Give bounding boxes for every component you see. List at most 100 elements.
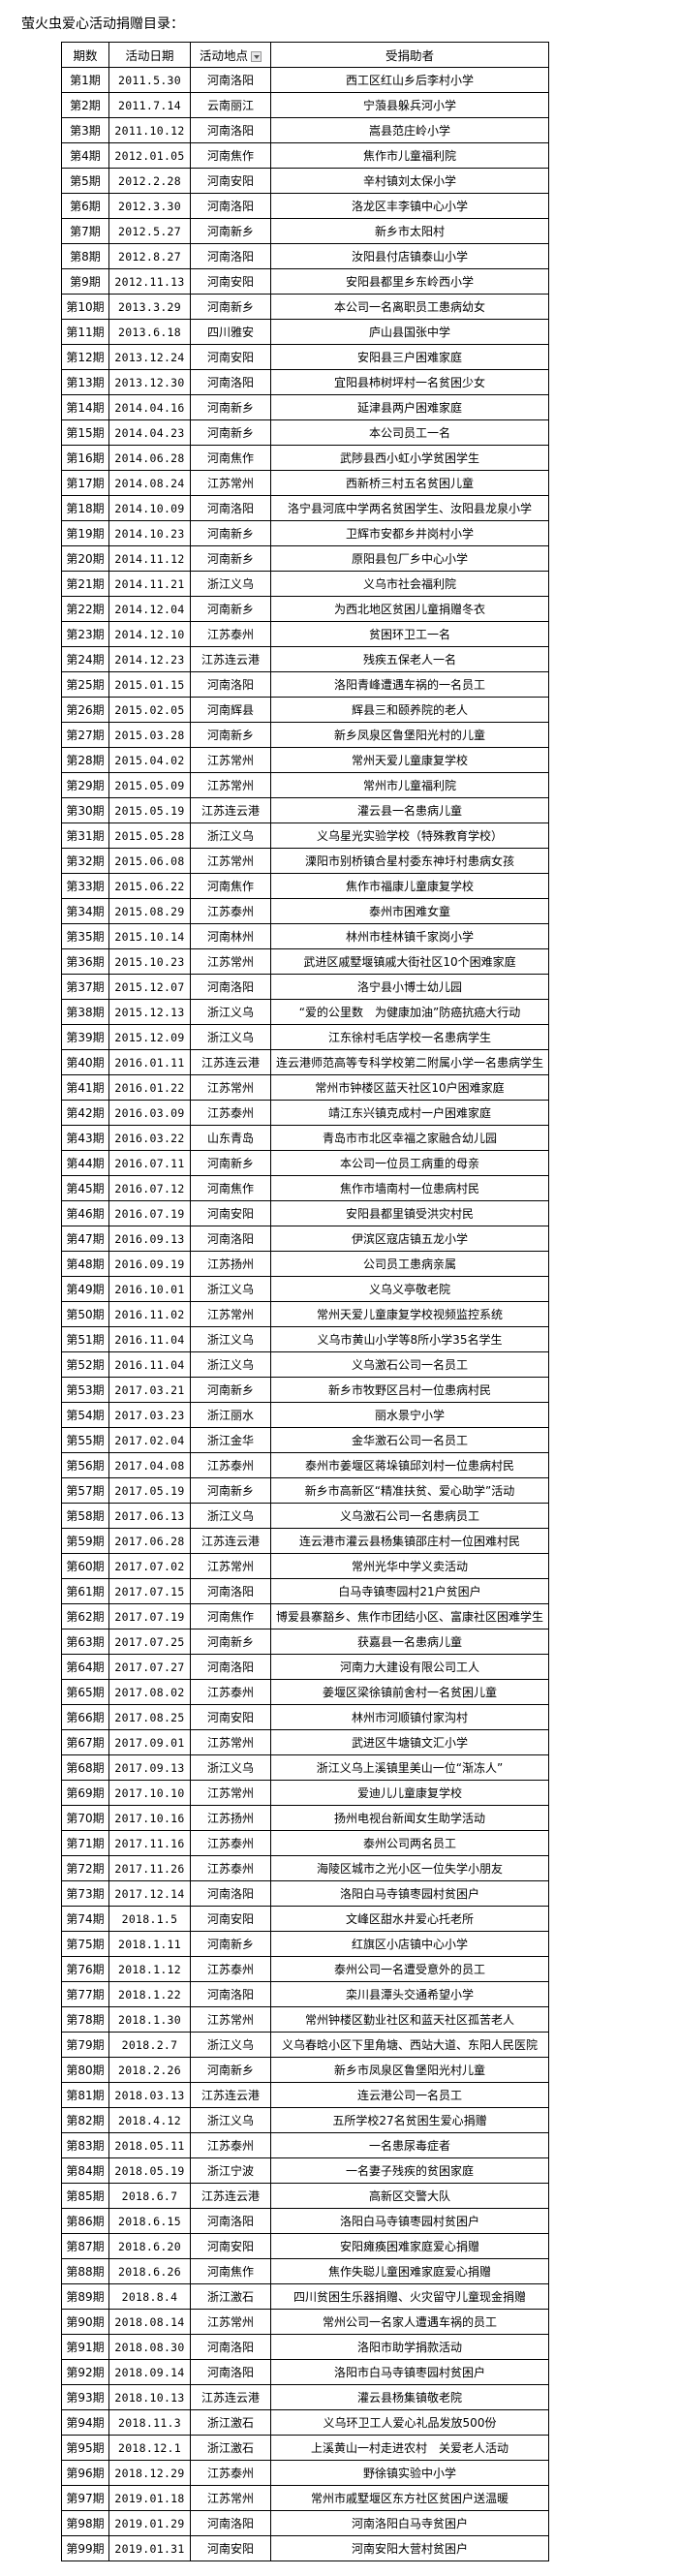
table-row: 第12期 2013.12.24 河南安阳 安阳县三户困难家庭 [61, 344, 549, 370]
cell-recipient: 河南洛阳白马寺贫困户 [270, 2510, 549, 2536]
cell-date: 2015.05.09 [108, 772, 191, 798]
table-header-row: 期数 活动日期 活动地点 受捐助者 [61, 42, 549, 68]
cell-location: 河南安阳 [190, 1200, 271, 1226]
cell-recipient: 河南力大建设有限公司工人 [270, 1654, 549, 1680]
table-row: 第16期 2014.06.28 河南焦作 武陟县西小虹小学贫困学生 [61, 445, 549, 471]
cell-location: 河南焦作 [190, 873, 271, 899]
cell-location: 浙江宁波 [190, 2157, 271, 2184]
cell-location: 河南新乡 [190, 520, 271, 546]
cell-recipient: 一名妻子残疾的贫困家庭 [270, 2157, 549, 2184]
cell-location: 浙江义乌 [190, 1754, 271, 1781]
cell-recipient: 文峰区甜水井爱心托老所 [270, 1906, 549, 1932]
cell-date: 2012.11.13 [108, 268, 191, 295]
cell-location: 河南新乡 [190, 596, 271, 622]
cell-recipient: 洛阳市白马寺镇枣园村贫困户 [270, 2359, 549, 2385]
cell-period: 第53期 [61, 1377, 109, 1403]
cell-recipient: 连云港公司一名员工 [270, 2082, 549, 2108]
table-row: 第47期 2016.09.13 河南洛阳 伊滨区寇店镇五龙小学 [61, 1226, 549, 1252]
cell-location: 河南焦作 [190, 1603, 271, 1629]
cell-date: 2015.02.05 [108, 697, 191, 723]
cell-recipient: 本公司员工一名 [270, 419, 549, 446]
cell-date: 2017.07.15 [108, 1578, 191, 1604]
cell-date: 2016.07.19 [108, 1200, 191, 1226]
cell-period: 第44期 [61, 1150, 109, 1176]
table-row: 第71期 2017.11.16 江苏泰州 泰州公司两名员工 [61, 1830, 549, 1856]
cell-period: 第9期 [61, 268, 109, 295]
cell-location: 江苏连云港 [190, 2183, 271, 2209]
cell-recipient: 青岛市市北区幸福之家融合幼儿园 [270, 1125, 549, 1151]
cell-location: 河南洛阳 [190, 974, 271, 1000]
table-row: 第69期 2017.10.10 江苏常州 爱迪儿儿童康复学校 [61, 1780, 549, 1806]
cell-recipient: 洛阳白马寺镇枣园村贫困户 [270, 1880, 549, 1907]
table-row: 第87期 2018.6.20 河南安阳 安阳瘫痪困难家庭爱心捐赠 [61, 2233, 549, 2259]
cell-period: 第80期 [61, 2057, 109, 2083]
header-location-label: 活动地点 [199, 48, 248, 63]
cell-date: 2017.07.19 [108, 1603, 191, 1629]
cell-date: 2014.11.21 [108, 571, 191, 597]
dropdown-filter-icon[interactable] [251, 51, 262, 62]
cell-location: 河南洛阳 [190, 671, 271, 698]
cell-location: 江苏连云港 [190, 646, 271, 672]
cell-date: 2018.1.12 [108, 1956, 191, 1982]
cell-location: 河南林州 [190, 923, 271, 949]
table-row: 第39期 2015.12.09 浙江义乌 江东徐村毛店学校一名患病学生 [61, 1024, 549, 1050]
cell-recipient: 延津县两户困难家庭 [270, 394, 549, 420]
cell-recipient: 洛阳白马寺镇枣园村贫困户 [270, 2208, 549, 2234]
table-row: 第6期 2012.3.30 河南洛阳 洛龙区丰李镇中心小学 [61, 193, 549, 219]
header-location: 活动地点 [190, 42, 271, 68]
cell-period: 第46期 [61, 1200, 109, 1226]
cell-date: 2013.3.29 [108, 294, 191, 320]
cell-period: 第10期 [61, 294, 109, 320]
header-recipient: 受捐助者 [270, 42, 549, 68]
table-row: 第53期 2017.03.21 河南新乡 新乡市牧野区吕村一位患病村民 [61, 1377, 549, 1403]
cell-date: 2018.05.11 [108, 2132, 191, 2158]
cell-period: 第71期 [61, 1830, 109, 1856]
table-row: 第14期 2014.04.16 河南新乡 延津县两户困难家庭 [61, 394, 549, 420]
cell-date: 2014.10.23 [108, 520, 191, 546]
cell-location: 浙江激石 [190, 2409, 271, 2436]
table-row: 第67期 2017.09.01 江苏常州 武进区牛塘镇文汇小学 [61, 1729, 549, 1755]
table-row: 第17期 2014.08.24 江苏常州 西新桥三村五名贫困儿童 [61, 470, 549, 496]
cell-location: 河南新乡 [190, 294, 271, 320]
cell-location: 江苏连云港 [190, 2082, 271, 2108]
cell-recipient: 公司员工患病亲属 [270, 1251, 549, 1277]
cell-location: 河南新乡 [190, 2057, 271, 2083]
cell-recipient: 常州市钟楼区蓝天社区10户困难家庭 [270, 1074, 549, 1101]
cell-period: 第11期 [61, 319, 109, 345]
header-date: 活动日期 [108, 42, 191, 68]
cell-location: 江苏常州 [190, 470, 271, 496]
cell-recipient: 常州钟楼区勤业社区和蓝天社区孤苦老人 [270, 2006, 549, 2033]
cell-recipient: 残疾五保老人一名 [270, 646, 549, 672]
cell-location: 河南新乡 [190, 1931, 271, 1957]
cell-location: 浙江义乌 [190, 999, 271, 1025]
cell-date: 2016.11.04 [108, 1351, 191, 1378]
cell-recipient: 义乌市社会福利院 [270, 571, 549, 597]
table-row: 第8期 2012.8.27 河南洛阳 汝阳县付店镇泰山小学 [61, 243, 549, 269]
cell-recipient: 丽水景宁小学 [270, 1402, 549, 1428]
cell-period: 第18期 [61, 495, 109, 521]
cell-location: 河南焦作 [190, 2258, 271, 2284]
cell-date: 2014.04.16 [108, 394, 191, 420]
cell-period: 第90期 [61, 2309, 109, 2335]
cell-location: 河南新乡 [190, 1629, 271, 1655]
cell-date: 2016.03.09 [108, 1100, 191, 1126]
cell-date: 2018.4.12 [108, 2107, 191, 2133]
cell-recipient: 焦作市儿童福利院 [270, 142, 549, 169]
table-row: 第92期 2018.09.14 河南洛阳 洛阳市白马寺镇枣园村贫困户 [61, 2359, 549, 2385]
cell-location: 浙江金华 [190, 1427, 271, 1453]
cell-date: 2017.07.25 [108, 1629, 191, 1655]
cell-recipient: 上溪黄山一村走进农村 关爱老人活动 [270, 2435, 549, 2461]
cell-date: 2015.12.07 [108, 974, 191, 1000]
cell-period: 第37期 [61, 974, 109, 1000]
table-row: 第21期 2014.11.21 浙江义乌 义乌市社会福利院 [61, 571, 549, 597]
table-row: 第94期 2018.11.3 浙江激石 义乌环卫工人爱心礼品发放500份 [61, 2409, 549, 2436]
cell-period: 第89期 [61, 2283, 109, 2310]
cell-location: 浙江义乌 [190, 1503, 271, 1529]
cell-period: 第64期 [61, 1654, 109, 1680]
cell-date: 2017.12.14 [108, 1880, 191, 1907]
cell-recipient: 常州天爱儿童康复学校 [270, 747, 549, 773]
cell-period: 第51期 [61, 1326, 109, 1352]
cell-recipient: 原阳县包厂乡中心小学 [270, 545, 549, 572]
cell-date: 2016.07.12 [108, 1175, 191, 1201]
cell-period: 第74期 [61, 1906, 109, 1932]
